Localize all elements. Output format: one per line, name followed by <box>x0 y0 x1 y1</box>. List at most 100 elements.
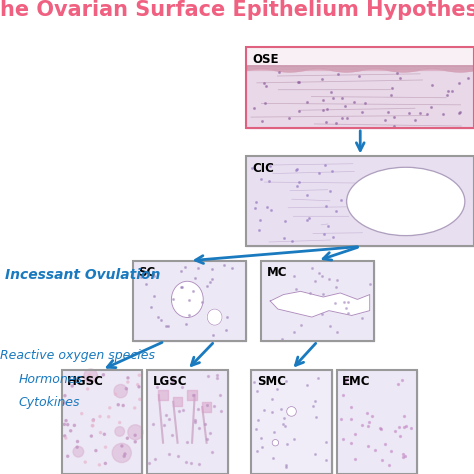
Point <box>251 205 258 212</box>
Point <box>384 108 392 115</box>
Point <box>281 422 289 429</box>
Point <box>283 440 291 447</box>
Point <box>203 401 210 409</box>
Point <box>417 109 424 117</box>
Point <box>116 419 123 426</box>
Point <box>275 68 283 76</box>
Point <box>181 263 189 271</box>
Point <box>168 431 176 438</box>
Point <box>74 438 82 445</box>
Point <box>327 88 335 95</box>
Point <box>258 117 265 125</box>
Point <box>319 97 327 104</box>
Point <box>255 416 262 424</box>
Point <box>400 423 408 431</box>
Point <box>168 378 176 385</box>
Point <box>160 421 168 428</box>
Point <box>149 420 156 428</box>
Point <box>204 435 211 443</box>
Point <box>73 443 81 451</box>
Circle shape <box>112 443 131 463</box>
Point <box>191 274 199 282</box>
Point <box>455 109 462 117</box>
Point <box>150 292 158 300</box>
Point <box>361 100 369 107</box>
Point <box>209 275 216 283</box>
Bar <box>147 370 228 474</box>
Point <box>271 428 278 436</box>
Point <box>169 373 176 381</box>
Point <box>392 428 399 435</box>
Point <box>96 461 103 469</box>
Point <box>68 382 76 390</box>
Point <box>208 265 216 273</box>
Text: EMC: EMC <box>342 375 371 388</box>
Point <box>228 264 236 272</box>
Point <box>223 313 231 320</box>
Point <box>281 234 288 242</box>
Point <box>61 392 69 400</box>
Point <box>261 99 269 107</box>
Point <box>303 216 311 224</box>
Point <box>319 291 327 298</box>
Bar <box>133 261 246 341</box>
Point <box>366 281 374 288</box>
Point <box>146 459 153 467</box>
Point <box>222 326 229 334</box>
Point <box>257 434 265 441</box>
Point <box>339 392 347 399</box>
Point <box>67 427 74 435</box>
Point <box>344 114 351 122</box>
Point <box>322 438 329 446</box>
Point <box>323 456 330 464</box>
Point <box>319 107 327 114</box>
Point <box>320 231 328 238</box>
Point <box>213 372 220 379</box>
Point <box>464 74 472 82</box>
Point <box>102 443 109 451</box>
Point <box>364 422 372 430</box>
Point <box>390 122 398 129</box>
Point <box>183 438 191 446</box>
Text: LGSC: LGSC <box>153 375 187 388</box>
Point <box>206 429 213 437</box>
Point <box>368 412 375 420</box>
Point <box>264 203 271 210</box>
Point <box>309 402 317 410</box>
Point <box>280 415 288 422</box>
Point <box>204 373 211 380</box>
Point <box>280 420 287 428</box>
Point <box>185 296 192 303</box>
Text: SC: SC <box>138 266 155 279</box>
Point <box>321 162 328 169</box>
Point <box>250 104 258 112</box>
Point <box>344 309 352 317</box>
Point <box>89 422 96 429</box>
Point <box>331 299 339 307</box>
Point <box>61 432 69 440</box>
Point <box>282 377 290 385</box>
Bar <box>246 47 474 70</box>
Point <box>250 379 257 386</box>
Point <box>262 82 269 89</box>
Point <box>318 310 326 317</box>
Point <box>101 460 109 467</box>
Bar <box>62 370 142 474</box>
Point <box>295 179 303 186</box>
Point <box>175 407 183 414</box>
Bar <box>261 261 374 341</box>
Point <box>394 380 401 387</box>
Point <box>292 166 300 173</box>
Bar <box>337 370 417 474</box>
Point <box>279 335 286 343</box>
Point <box>325 275 333 283</box>
Point <box>147 303 155 311</box>
Point <box>97 429 104 437</box>
Point <box>218 408 225 415</box>
Point <box>178 383 186 391</box>
Point <box>377 425 385 433</box>
Ellipse shape <box>346 167 465 236</box>
Point <box>411 116 419 124</box>
Point <box>332 283 340 290</box>
Point <box>163 322 170 330</box>
